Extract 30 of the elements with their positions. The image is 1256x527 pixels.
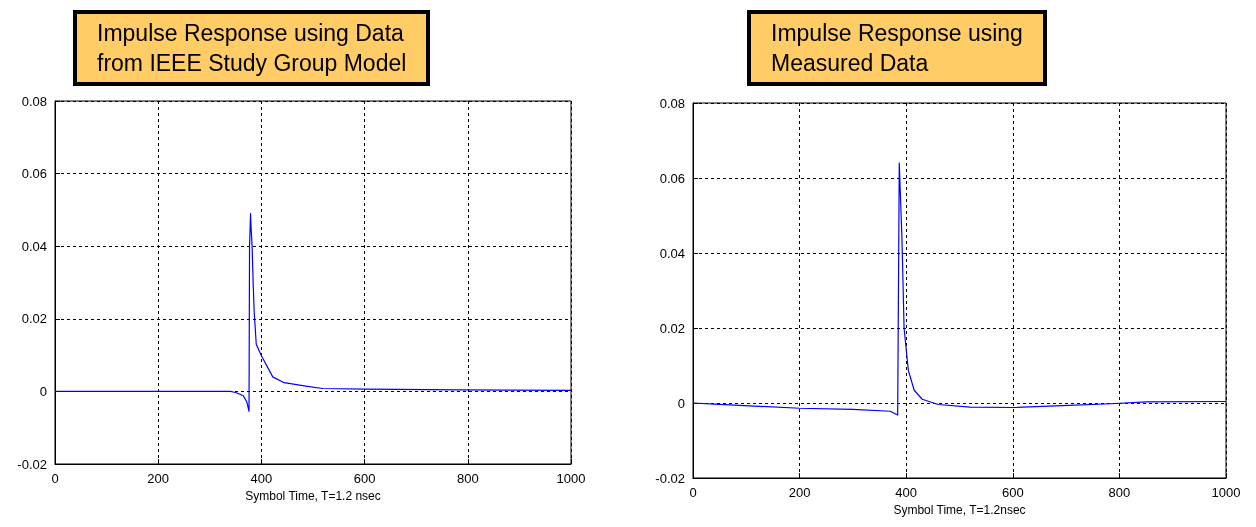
y-tick-label: 0 bbox=[39, 383, 47, 399]
line-series bbox=[54, 212, 572, 412]
x-tick-label: 400 bbox=[250, 471, 273, 486]
y-tick-label: 0.06 bbox=[21, 166, 47, 182]
x-tick-label: 1000 bbox=[556, 471, 586, 486]
x-tick-label: 0 bbox=[689, 485, 697, 500]
y-tick-label: 0.02 bbox=[21, 311, 47, 327]
x-tick-label: 1000 bbox=[1211, 485, 1241, 500]
chart-title: Impulse Response using Data from IEEE Study Group Model bbox=[97, 20, 407, 76]
y-tick-label: 0.08 bbox=[659, 95, 685, 111]
y-tick-label: 0.04 bbox=[21, 238, 47, 254]
x-axis-title: Symbol Time, T=1.2 nsec bbox=[245, 488, 381, 503]
chart-title: Impulse Response using Measured Data bbox=[771, 20, 1023, 76]
y-tick-label: 0.08 bbox=[21, 93, 47, 109]
x-axis-title: Symbol Time, T=1.2nsec bbox=[893, 502, 1026, 517]
x-tick-label: 0 bbox=[51, 471, 59, 486]
x-tick-label: 200 bbox=[147, 471, 170, 486]
x-tick-label: 600 bbox=[1001, 485, 1024, 500]
x-tick-label: 400 bbox=[895, 485, 918, 500]
y-tick-label: 0.06 bbox=[659, 170, 685, 186]
y-tick-label: 0 bbox=[677, 395, 685, 411]
y-tick-label: -0.02 bbox=[17, 456, 47, 472]
y-tick-label: 0.02 bbox=[659, 320, 685, 336]
x-tick-label: 200 bbox=[788, 485, 811, 500]
y-tick-label: 0.04 bbox=[659, 245, 685, 261]
y-tick-label: -0.02 bbox=[655, 470, 685, 486]
x-tick-label: 800 bbox=[1108, 485, 1131, 500]
x-tick-label: 800 bbox=[456, 471, 479, 486]
line-series bbox=[692, 162, 1227, 416]
x-tick-label: 600 bbox=[353, 471, 376, 486]
